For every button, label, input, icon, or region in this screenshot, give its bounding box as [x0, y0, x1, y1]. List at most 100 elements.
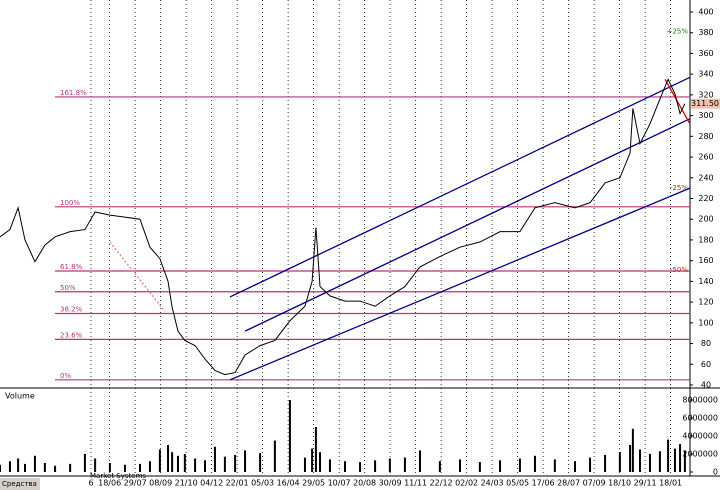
volume-bar	[17, 458, 20, 472]
volume-label: Volume	[5, 392, 35, 401]
trendline	[229, 76, 691, 298]
x-tick-label: 18/06	[98, 479, 121, 488]
trendline	[664, 79, 691, 125]
volume-bar	[171, 452, 174, 472]
y2-tick-label: 2000000	[682, 450, 718, 459]
volume-bar	[176, 455, 179, 472]
volume-bar	[589, 457, 592, 472]
x-tick-label: 17/06	[532, 479, 555, 488]
volume-bar	[499, 460, 502, 472]
volume-bar	[478, 462, 481, 472]
y-tick-label: 200	[698, 215, 713, 224]
volume-bar	[204, 460, 207, 472]
volume-bar	[553, 459, 556, 472]
y-tick-label: 400	[698, 8, 713, 17]
fib-label: 0%	[60, 372, 71, 380]
volume-bar	[244, 450, 247, 472]
x-tick-label: 02/02	[455, 479, 478, 488]
y-tick-label: 260	[698, 153, 713, 162]
volume-bar	[223, 456, 226, 472]
volume-bar	[459, 459, 461, 472]
volume-bar	[234, 454, 237, 472]
volume-bar	[259, 453, 262, 472]
y-tick-label: 60	[701, 360, 711, 369]
footer-text: Средства	[2, 480, 37, 488]
x-tick-label: 24/03	[481, 479, 504, 488]
price-label: 311.50	[691, 99, 719, 108]
x-tick-label: 04/12	[200, 479, 223, 488]
volume-bar	[311, 448, 314, 472]
x-tick-label: 07/09	[583, 479, 606, 488]
volume-bar	[83, 454, 86, 472]
volume-bar	[138, 463, 141, 472]
volume-bar	[631, 428, 634, 472]
y-tick-label: 100	[698, 318, 713, 327]
volume-bar	[33, 455, 36, 472]
volume-bar	[183, 454, 186, 472]
y-tick-label: 140	[698, 277, 713, 286]
volume-bar	[167, 445, 170, 472]
volume-bar	[314, 427, 317, 472]
y-tick-label: 80	[701, 339, 711, 348]
volume-bar	[639, 449, 642, 472]
volume-bar	[518, 458, 521, 472]
x-tick-label: 29/07	[124, 479, 147, 488]
percent-marker: +25%	[667, 28, 689, 36]
y-tick-label: 300	[698, 111, 713, 120]
volume-bar	[618, 452, 621, 472]
volume-bar	[158, 449, 161, 472]
volume-bar	[213, 446, 216, 472]
volume-bar	[8, 461, 11, 472]
volume-bar	[374, 460, 377, 472]
volume-bar	[673, 448, 676, 472]
x-tick-label: 6	[88, 479, 93, 488]
price-line	[0, 78, 686, 376]
fib-label: 100%	[60, 199, 80, 207]
footer-tab	[0, 478, 40, 490]
y2-tick-label: 0	[713, 468, 718, 477]
volume-bar	[319, 452, 322, 472]
x-tick-label: 22/01	[226, 479, 249, 488]
volume-bar	[629, 445, 632, 472]
x-tick-label: 28/07	[557, 479, 580, 488]
volume-bar	[54, 465, 57, 472]
x-tick-label: 30/09	[379, 479, 402, 488]
volume-bar	[69, 463, 72, 472]
volume-bar	[667, 439, 670, 472]
y-tick-label: 320	[698, 90, 713, 99]
y-tick-label: 340	[698, 70, 713, 79]
y-tick-label: 180	[698, 235, 713, 244]
y-tick-label: 220	[698, 194, 713, 203]
footer-text: Market Systems	[90, 472, 146, 480]
y-tick-label: 360	[698, 49, 713, 58]
x-tick-label: 29/11	[634, 479, 657, 488]
trendline	[229, 187, 691, 381]
trendline	[109, 241, 166, 312]
x-tick-label: 11/11	[404, 479, 427, 488]
x-tick-label: 05/03	[251, 479, 274, 488]
volume-bar	[388, 458, 391, 472]
x-tick-label: 21/10	[175, 479, 198, 488]
y-tick-label: 120	[698, 298, 713, 307]
volume-bar	[194, 458, 197, 472]
x-tick-label: 20/08	[353, 479, 376, 488]
fib-label: 61.8%	[60, 263, 83, 271]
volume-bar	[0, 464, 1, 472]
volume-bar	[303, 457, 306, 472]
volume-bar	[273, 440, 276, 472]
volume-bar	[604, 454, 607, 472]
y-tick-label: 40	[701, 381, 711, 390]
y-tick-label: 280	[698, 132, 713, 141]
volume-bar	[344, 461, 346, 472]
percent-marker: -50%	[670, 266, 688, 274]
y-tick-label: 380	[698, 28, 713, 37]
x-tick-label: 18/10	[608, 479, 631, 488]
volume-bar	[438, 461, 441, 472]
y-tick-label: 160	[698, 256, 713, 265]
fib-label: 38.2%	[60, 306, 83, 314]
fib-label: 23.6%	[60, 331, 83, 339]
volume-bar	[574, 461, 576, 472]
volume-bar	[108, 463, 111, 472]
volume-bar	[94, 458, 97, 472]
